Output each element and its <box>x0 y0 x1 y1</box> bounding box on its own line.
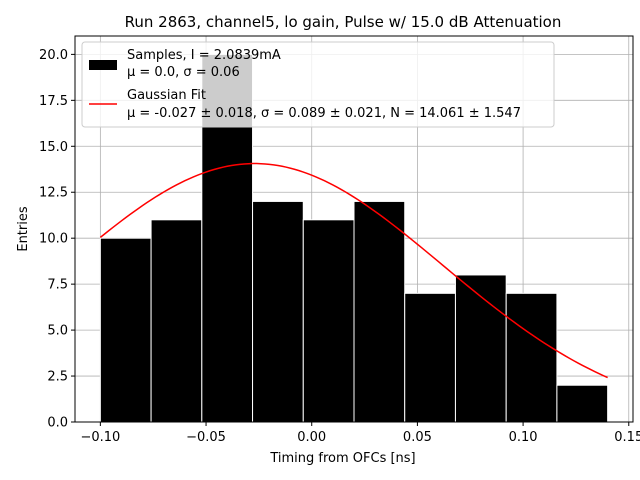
y-tick-label: 17.5 <box>39 94 68 109</box>
legend-samples-line1: Samples, I = 2.0839mA <box>127 48 281 63</box>
chart-title: Run 2863, channel5, lo gain, Pulse w/ 15… <box>125 13 562 31</box>
histogram-bar <box>150 219 203 423</box>
gaussian-fit-curve <box>99 162 608 379</box>
y-axis-ticks: 0.0 2.5 5.0 7.5 10.0 12.5 15.0 17.5 20.0 <box>39 48 75 431</box>
x-tick-label: 0.00 <box>297 430 326 445</box>
legend-samples-swatch <box>89 60 117 70</box>
histogram-bar <box>99 237 152 423</box>
histogram-bar <box>454 274 507 423</box>
x-axis-ticks: −0.10 −0.05 0.00 0.05 0.10 0.15 <box>80 422 640 445</box>
y-axis-label: Entries <box>16 206 31 252</box>
x-tick-label: 0.15 <box>614 430 640 445</box>
histogram-bar <box>302 219 355 423</box>
y-tick-label: 5.0 <box>47 324 68 339</box>
y-tick-label: 12.5 <box>39 186 68 201</box>
x-tick-label: −0.10 <box>80 430 120 445</box>
x-tick-label: −0.05 <box>186 430 226 445</box>
y-tick-label: 10.0 <box>39 232 68 247</box>
histogram-bar <box>556 384 609 423</box>
y-tick-label: 0.0 <box>47 416 68 431</box>
x-tick-label: 0.05 <box>403 430 432 445</box>
plot-frame <box>74 35 634 423</box>
legend-fit-line2: μ = -0.027 ± 0.018, σ = 0.089 ± 0.021, N… <box>127 106 521 121</box>
y-tick-label: 20.0 <box>39 48 68 63</box>
histogram-bar <box>353 200 406 423</box>
histogram-bar <box>252 200 304 423</box>
x-axis-label: Timing from OFCs [ns] <box>269 451 415 466</box>
y-tick-label: 7.5 <box>47 278 68 293</box>
legend-fit-line1: Gaussian Fit <box>127 88 206 103</box>
histogram-bar <box>505 292 558 423</box>
x-tick-label: 0.10 <box>509 430 538 445</box>
histogram-bar <box>404 292 456 423</box>
legend-box <box>81 41 555 128</box>
y-tick-label: 15.0 <box>39 140 68 155</box>
legend-samples-line2: μ = 0.0, σ = 0.06 <box>127 65 240 80</box>
y-tick-label: 2.5 <box>47 370 68 385</box>
legend: Samples, I = 2.0839mA μ = 0.0, σ = 0.06 … <box>81 41 555 128</box>
